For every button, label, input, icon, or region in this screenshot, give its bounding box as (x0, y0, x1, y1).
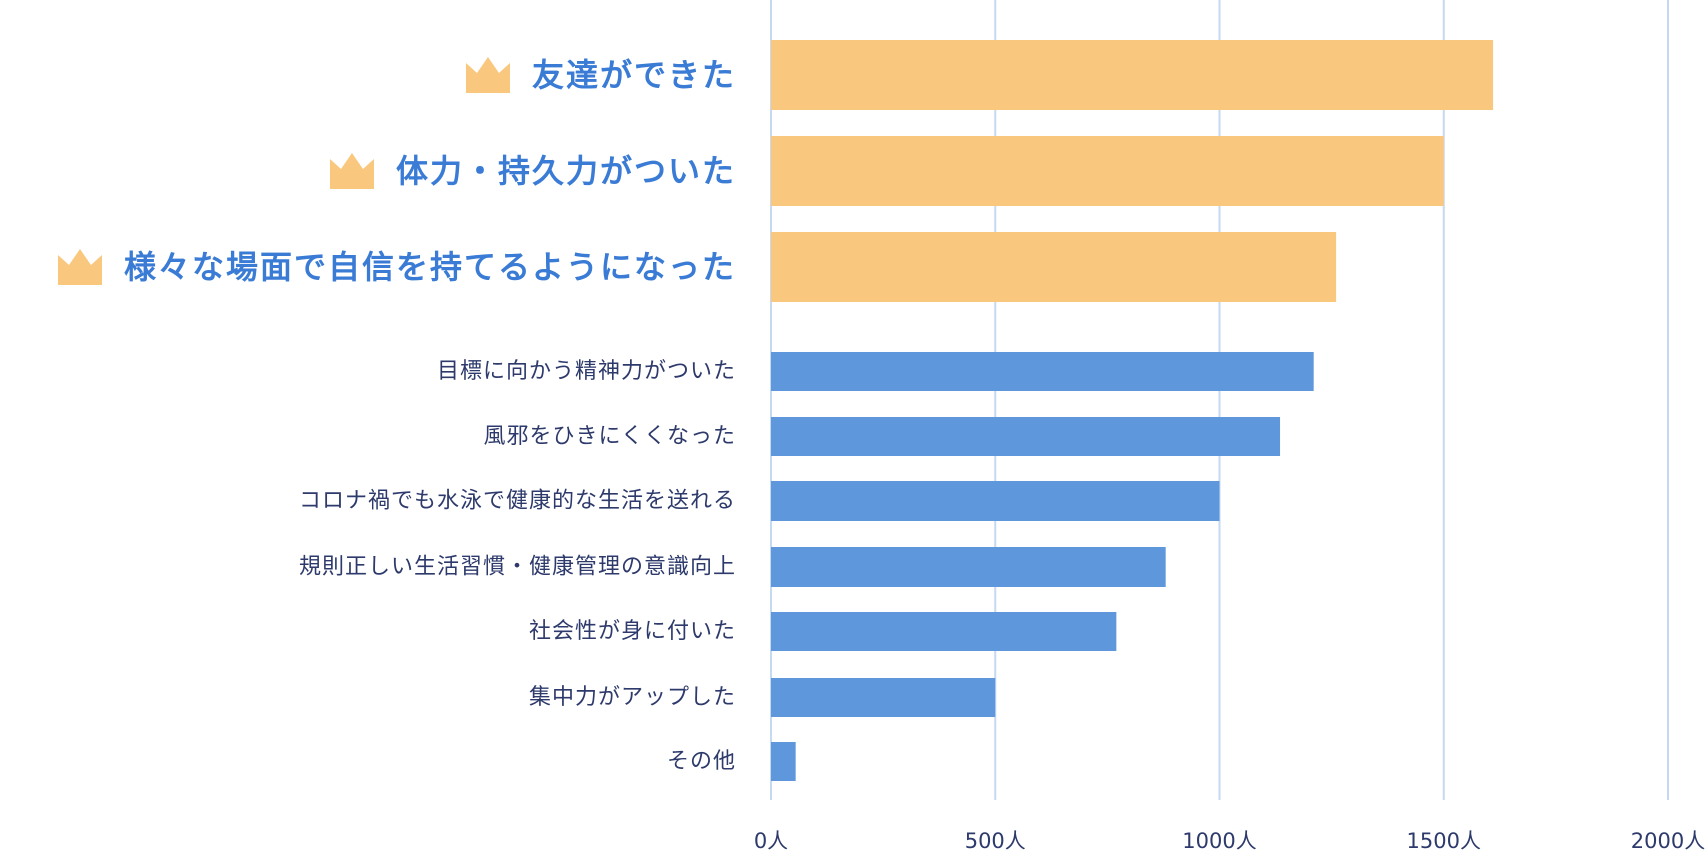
x-tick-label: 0人 (754, 829, 788, 853)
bar (771, 352, 1314, 391)
bar (771, 40, 1494, 110)
crown-icon (329, 153, 374, 189)
category-label: 体力・持久力がついた (396, 152, 736, 190)
bar (771, 612, 1117, 651)
x-tick-label: 1500人 (1407, 829, 1481, 853)
category-label: 風邪をひきにくくなった (483, 424, 736, 449)
bar (771, 417, 1281, 456)
category-label: 目標に向かう精神力がついた (437, 359, 736, 384)
bar (771, 232, 1337, 302)
category-label: 友達ができた (532, 56, 736, 94)
crown-icon (465, 57, 510, 93)
x-tick-label: 2000人 (1631, 829, 1705, 853)
category-label: 様々な場面で自信を持てるようになった (124, 248, 736, 286)
category-label: その他 (667, 749, 736, 774)
bar (771, 481, 1220, 521)
crown-icon (57, 249, 102, 285)
category-label: コロナ禍でも水泳で健康的な生活を送れる (299, 489, 736, 514)
bar (771, 136, 1444, 206)
x-tick-label: 500人 (965, 829, 1026, 853)
category-label: 規則正しい生活習慣・健康管理の意識向上 (299, 555, 736, 580)
category-label: 社会性が身に付いた (529, 619, 736, 644)
bar (771, 742, 796, 781)
x-tick-label: 1000人 (1182, 829, 1256, 853)
category-label: 集中力がアップした (529, 685, 736, 710)
bar (771, 547, 1166, 587)
bar (771, 678, 996, 717)
